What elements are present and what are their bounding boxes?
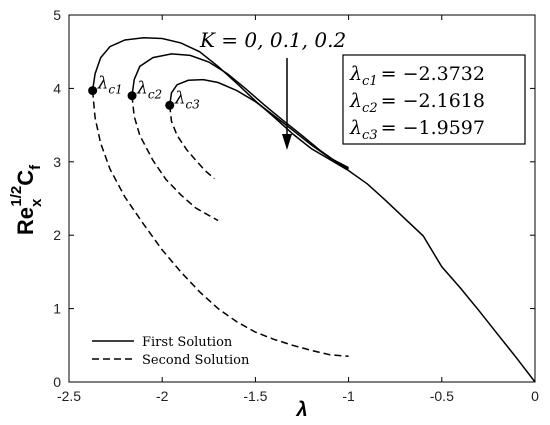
critical-label-c1: λc1 bbox=[97, 74, 123, 97]
legend-label-second: Second Solution bbox=[142, 353, 250, 368]
x-tick-label: 0 bbox=[531, 388, 539, 404]
second-solution-curve-3 bbox=[168, 105, 215, 180]
second-solution-curve-1 bbox=[91, 90, 349, 358]
critical-points-layer: λc1 λc2 λc3 bbox=[88, 74, 201, 111]
plot-frame bbox=[68, 14, 536, 383]
series-layer bbox=[91, 37, 536, 383]
first-solution-curve-2 bbox=[131, 53, 349, 170]
x-axis-label: λ bbox=[295, 399, 307, 421]
x-tick-label: -2 bbox=[156, 388, 169, 404]
critical-label-c2: λc2 bbox=[136, 79, 162, 102]
y-axis-label: Rex1/2Cf bbox=[8, 164, 45, 235]
x-tick-label: -2.5 bbox=[57, 388, 81, 404]
second-solution-curve-2 bbox=[131, 95, 219, 222]
y-tick-label: 0 bbox=[53, 374, 61, 390]
y-tick-label: 3 bbox=[53, 154, 61, 170]
critical-values-box: λc1 = −2.3732 λc2 = −2.1618 λc3 = −1.9597 bbox=[342, 54, 526, 145]
k-annotation: K = 0, 0.1, 0.2 bbox=[199, 28, 346, 52]
y-tick-label: 5 bbox=[53, 7, 61, 23]
critical-point-c3 bbox=[165, 100, 175, 110]
k-arrow bbox=[282, 58, 292, 150]
critical-value-c2: λc2 = −2.1618 bbox=[349, 90, 485, 116]
critical-value-c1: λc1 = −2.3732 bbox=[349, 63, 485, 89]
x-tick-label: -1.5 bbox=[243, 388, 267, 404]
y-tick-label: 4 bbox=[53, 80, 61, 96]
legend-label-first: First Solution bbox=[142, 335, 233, 350]
first-solution-curve-3 bbox=[168, 78, 349, 169]
svg-text:Rex1/2Cf: Rex1/2Cf bbox=[8, 164, 45, 235]
axis-ticks-layer: -2.5 -2 -1.5 -1 -0.5 0 0 1 2 3 4 5 bbox=[53, 7, 539, 404]
y-tick-label: 1 bbox=[53, 301, 61, 317]
x-tick-label: -1 bbox=[342, 388, 355, 404]
y-tick-label: 2 bbox=[53, 227, 61, 243]
legend: First Solution Second Solution bbox=[92, 335, 250, 368]
x-tick-label: -0.5 bbox=[430, 388, 454, 404]
critical-point-c1 bbox=[88, 86, 98, 96]
first-solution-curve-1 bbox=[91, 37, 536, 383]
critical-label-c3: λc3 bbox=[174, 88, 201, 111]
critical-point-c2 bbox=[127, 91, 137, 101]
critical-value-c3: λc3 = −1.9597 bbox=[349, 117, 485, 143]
